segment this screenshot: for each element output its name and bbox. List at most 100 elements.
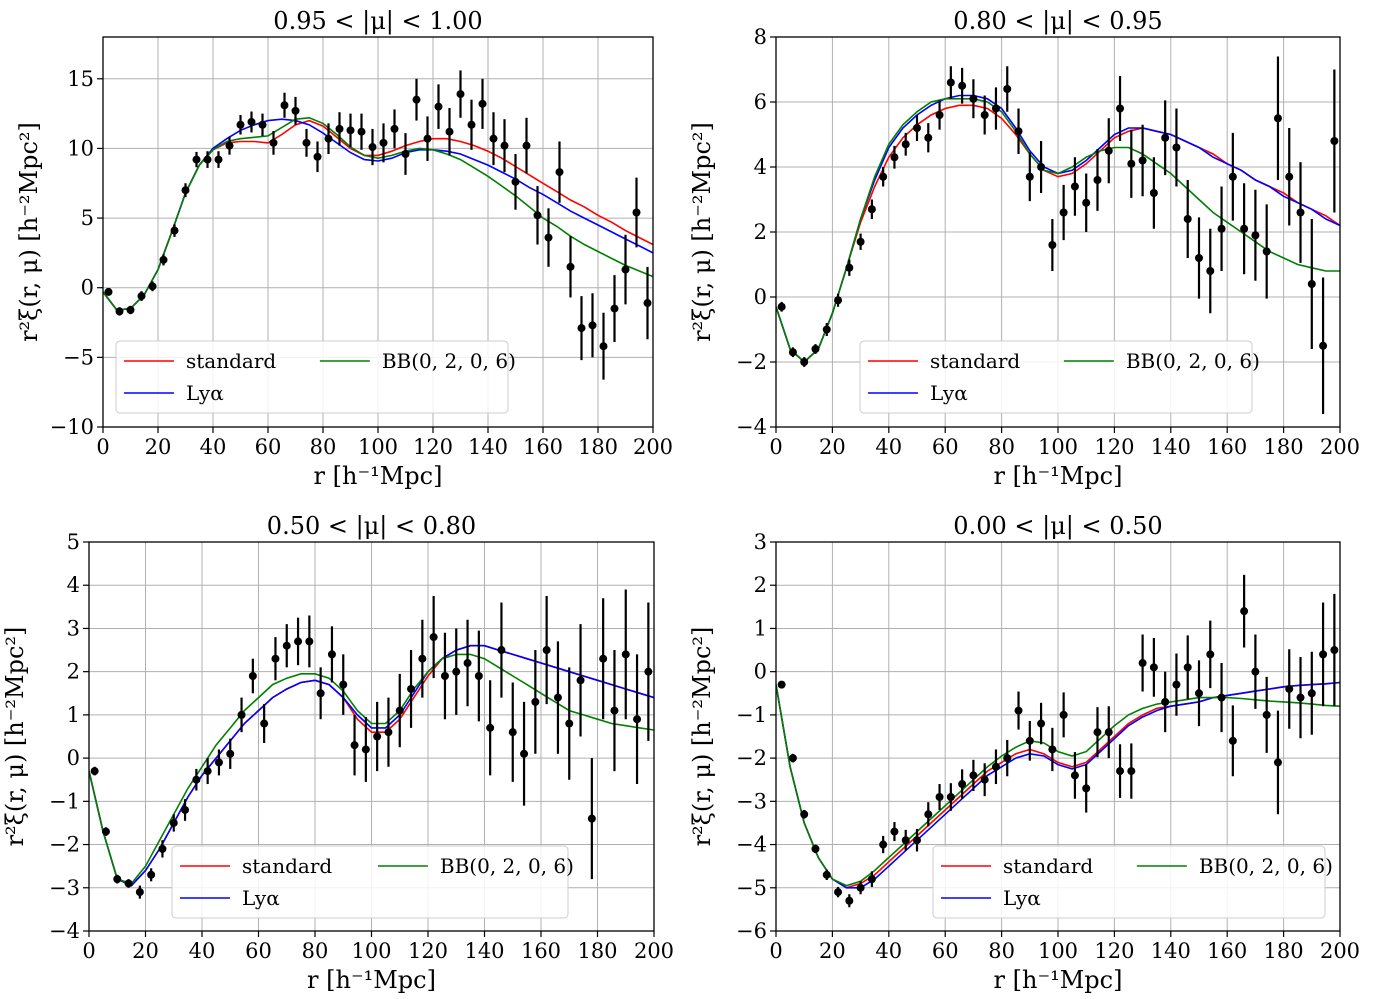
data-point <box>555 168 564 177</box>
y-tick-label: −1 <box>736 703 767 727</box>
x-tick-label: 120 <box>413 435 453 459</box>
data-point <box>924 133 933 142</box>
data-point <box>587 814 596 823</box>
y-tick-label: −1 <box>49 789 80 813</box>
data-point <box>1319 650 1328 659</box>
data-point <box>225 141 234 150</box>
legend-label: BB(0, 2, 0, 6) <box>1199 854 1333 878</box>
data-point <box>1070 182 1079 191</box>
data-point <box>1059 208 1068 217</box>
data-point <box>291 106 300 115</box>
y-tick-label: 10 <box>67 136 94 160</box>
model-curves <box>103 116 653 311</box>
y-tick-label: 2 <box>754 220 767 244</box>
x-tick-label: 160 <box>523 435 563 459</box>
y-axis-label: r²ξ(r, μ) [h⁻²Mpc²] <box>688 122 716 342</box>
x-tick-label: 60 <box>245 939 272 963</box>
data-point <box>991 104 1000 113</box>
data-point <box>632 208 641 217</box>
panel-4: 0 20 40 60 80 100 120 140 160 180 200−6−5−4−3−2−10… <box>688 512 1360 994</box>
y-tick-label: 0 <box>754 660 767 684</box>
data-point <box>588 321 597 330</box>
data-point <box>1003 754 1012 763</box>
legend-label: Lyα <box>930 381 968 405</box>
data-point <box>1240 224 1249 233</box>
data-point <box>777 302 786 311</box>
data-point <box>247 117 256 126</box>
x-tick-label: 0 <box>96 435 109 459</box>
y-tick-label: 1 <box>754 616 767 640</box>
data-point <box>302 138 311 147</box>
data-point <box>192 155 201 164</box>
y-tick-label: 0 <box>754 285 767 309</box>
data-point <box>214 155 223 164</box>
data-point <box>101 827 110 836</box>
data-point <box>599 654 608 663</box>
model-curves <box>89 644 654 887</box>
legend: standard BB(0, 2, 0, 6) Lyα <box>859 340 1260 414</box>
data-point <box>1183 215 1192 223</box>
y-tick-label: 0 <box>81 276 94 300</box>
data-point <box>610 706 619 715</box>
y-tick-label: −4 <box>736 415 767 439</box>
data-point <box>1262 710 1271 719</box>
data-point <box>542 646 551 655</box>
data-point <box>834 888 843 897</box>
legend-label: standard <box>242 854 332 878</box>
y-tick-label: 3 <box>754 530 767 554</box>
data-point <box>429 633 438 642</box>
legend-label: BB(0, 2, 0, 6) <box>1126 349 1260 373</box>
legend-label: Lyα <box>1003 886 1041 910</box>
data-point <box>856 237 865 246</box>
data-point <box>1251 231 1260 240</box>
x-tick-label: 60 <box>255 435 282 459</box>
data-point <box>327 650 336 659</box>
data-point <box>1048 241 1057 249</box>
data-point <box>1330 137 1339 145</box>
data-point <box>104 287 113 296</box>
data-point <box>901 140 910 149</box>
data-point <box>159 255 168 264</box>
data-point <box>1285 684 1294 693</box>
data-point <box>236 120 245 129</box>
data-point <box>423 134 432 143</box>
data-point <box>1149 189 1158 197</box>
data-point <box>203 767 212 776</box>
data-point <box>1319 341 1328 350</box>
data-point <box>1251 667 1260 676</box>
y-tick-label: 8 <box>754 25 767 49</box>
data-point <box>890 153 899 162</box>
data-point <box>158 844 167 853</box>
x-tick-label: 80 <box>988 435 1015 459</box>
data-point <box>1183 663 1192 672</box>
x-tick-label: 0 <box>769 939 782 963</box>
legend-label: standard <box>1003 854 1093 878</box>
data-point <box>1228 172 1237 181</box>
x-tick-label: 180 <box>1264 939 1304 963</box>
legend-label: Lyα <box>242 886 280 910</box>
data-point <box>294 637 303 646</box>
y-tick-label: 1 <box>67 703 80 727</box>
data-point <box>958 780 967 789</box>
data-point <box>1206 650 1215 659</box>
legend-label: BB(0, 2, 0, 6) <box>382 349 516 373</box>
data-point <box>1307 689 1316 698</box>
data-point <box>90 767 99 776</box>
x-tick-label: 40 <box>200 435 227 459</box>
data-point <box>1161 697 1170 706</box>
data-point <box>1138 156 1147 165</box>
data-point <box>305 637 314 646</box>
data-point <box>1025 172 1034 181</box>
y-tick-label: −3 <box>736 789 767 813</box>
x-tick-label: 140 <box>464 939 504 963</box>
data-point <box>935 111 944 119</box>
series-line-bb-0-2-0-6- <box>103 116 653 311</box>
x-tick-label: 20 <box>819 435 846 459</box>
data-point <box>1195 254 1203 262</box>
data-point <box>800 810 809 819</box>
series-line-ly- <box>89 644 654 887</box>
data-point <box>282 641 291 650</box>
data-points <box>777 56 1339 414</box>
y-tick-label: −2 <box>49 833 80 857</box>
data-point <box>1138 659 1147 668</box>
